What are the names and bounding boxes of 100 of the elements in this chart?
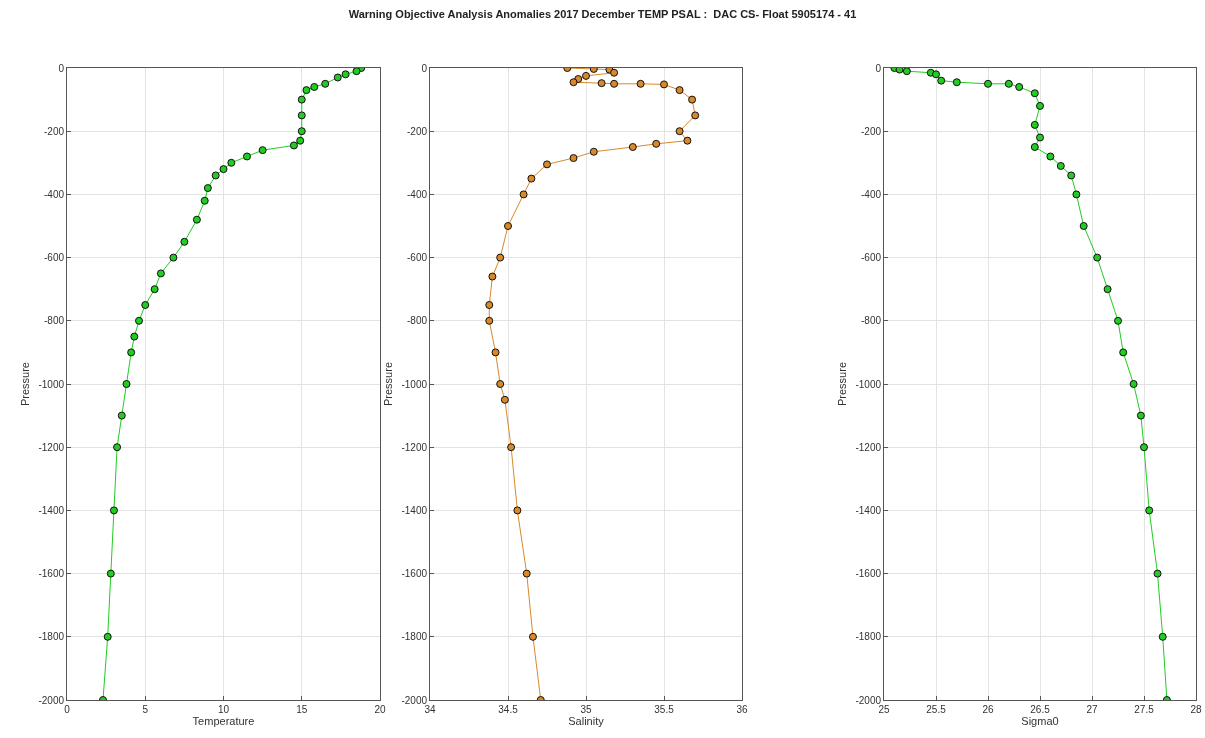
x-tick-label: 35 [580,704,592,715]
y-axis-title: Pressure [19,361,32,407]
point [485,316,494,325]
point [1046,152,1055,161]
point [227,158,236,167]
point [636,79,645,88]
x-tick-label: 5 [142,704,149,715]
point [1140,443,1148,452]
point [109,506,118,515]
point [1158,632,1167,641]
y-tick-label: -200 [406,125,428,137]
y-tick-label: 0 [58,62,65,74]
point [1030,120,1039,129]
point [984,79,992,88]
point [660,80,668,89]
point [937,76,946,85]
y-tick-label: -1600 [855,568,882,580]
y-tick-label: -600 [43,252,65,264]
point [156,269,165,278]
point [522,569,531,578]
x-axis-title: Sigma0 [1021,715,1059,727]
y-tick-label: -600 [860,252,882,264]
point [582,71,590,80]
y-tick-label: -1800 [38,631,65,643]
point [113,443,122,452]
x-tick-label: 35.5 [654,704,675,715]
point [528,632,537,641]
point [310,82,319,91]
point [675,127,684,136]
point [1093,253,1102,262]
y-tick-label: -2000 [401,694,428,706]
y-tick-label: -1000 [855,378,882,390]
point [103,632,112,641]
y-axis-title: Pressure [382,361,395,407]
point [1072,190,1081,199]
y-tick-label: -1400 [38,504,65,516]
point [1079,222,1088,230]
x-tick-label: 25 [878,704,890,715]
point [527,174,536,183]
point [507,443,516,452]
point [1056,161,1065,170]
y-tick-label: -1200 [38,441,65,453]
y-tick-label: -1200 [401,441,428,453]
x-tick-label: 34 [424,704,436,715]
point [211,171,220,180]
point [500,395,509,404]
point [504,222,512,230]
point [1136,411,1145,420]
point [597,79,606,88]
point [1030,89,1039,98]
point [932,70,940,79]
x-tick-label: 26.5 [1030,704,1051,715]
point [297,111,306,120]
point [219,165,228,174]
point [341,70,350,79]
point [1036,133,1044,142]
point [1015,82,1024,91]
point [543,160,551,169]
point [289,141,298,150]
point [141,301,150,309]
point [242,152,251,161]
y-tick-label: 0 [421,62,428,74]
point [513,506,522,515]
y-tick-label: -1000 [38,378,65,390]
chart-title: Warning Objective Analysis Anomalies 2017 December TEMP PSAL : DAC CS- Float 5905174 - 41 [347,8,858,20]
point [628,143,637,151]
point [117,411,126,420]
point [519,190,528,199]
point [1004,79,1013,88]
point [296,136,305,145]
point [1129,380,1138,388]
point [589,147,598,156]
point [1067,171,1076,180]
point [127,348,136,357]
x-tick-label: 36 [736,704,748,715]
y-tick-label: -1400 [855,504,882,516]
x-tick-label: 25.5 [926,704,947,715]
x-tick-label: 27 [1086,704,1098,715]
point [200,196,209,205]
y-tick-label: -200 [860,125,882,137]
y-tick-label: 0 [875,62,882,74]
point [683,136,692,145]
x-tick-label: 15 [296,704,308,715]
y-tick-label: -1800 [855,631,882,643]
point [333,73,342,82]
point [1153,569,1162,578]
x-tick-label: 26 [982,704,994,715]
x-tick-label: 27.5 [1134,704,1155,715]
y-tick-label: -2000 [38,694,65,706]
y-tick-label: -1200 [855,441,882,453]
point [496,253,505,262]
y-tick-label: -200 [43,125,65,137]
point [691,111,700,120]
y-tick-label: -2000 [855,694,882,706]
point [488,272,497,281]
y-tick-label: -400 [43,188,65,200]
point [180,237,189,246]
point [352,68,361,76]
y-tick-label: -400 [406,188,428,200]
point [130,332,139,341]
